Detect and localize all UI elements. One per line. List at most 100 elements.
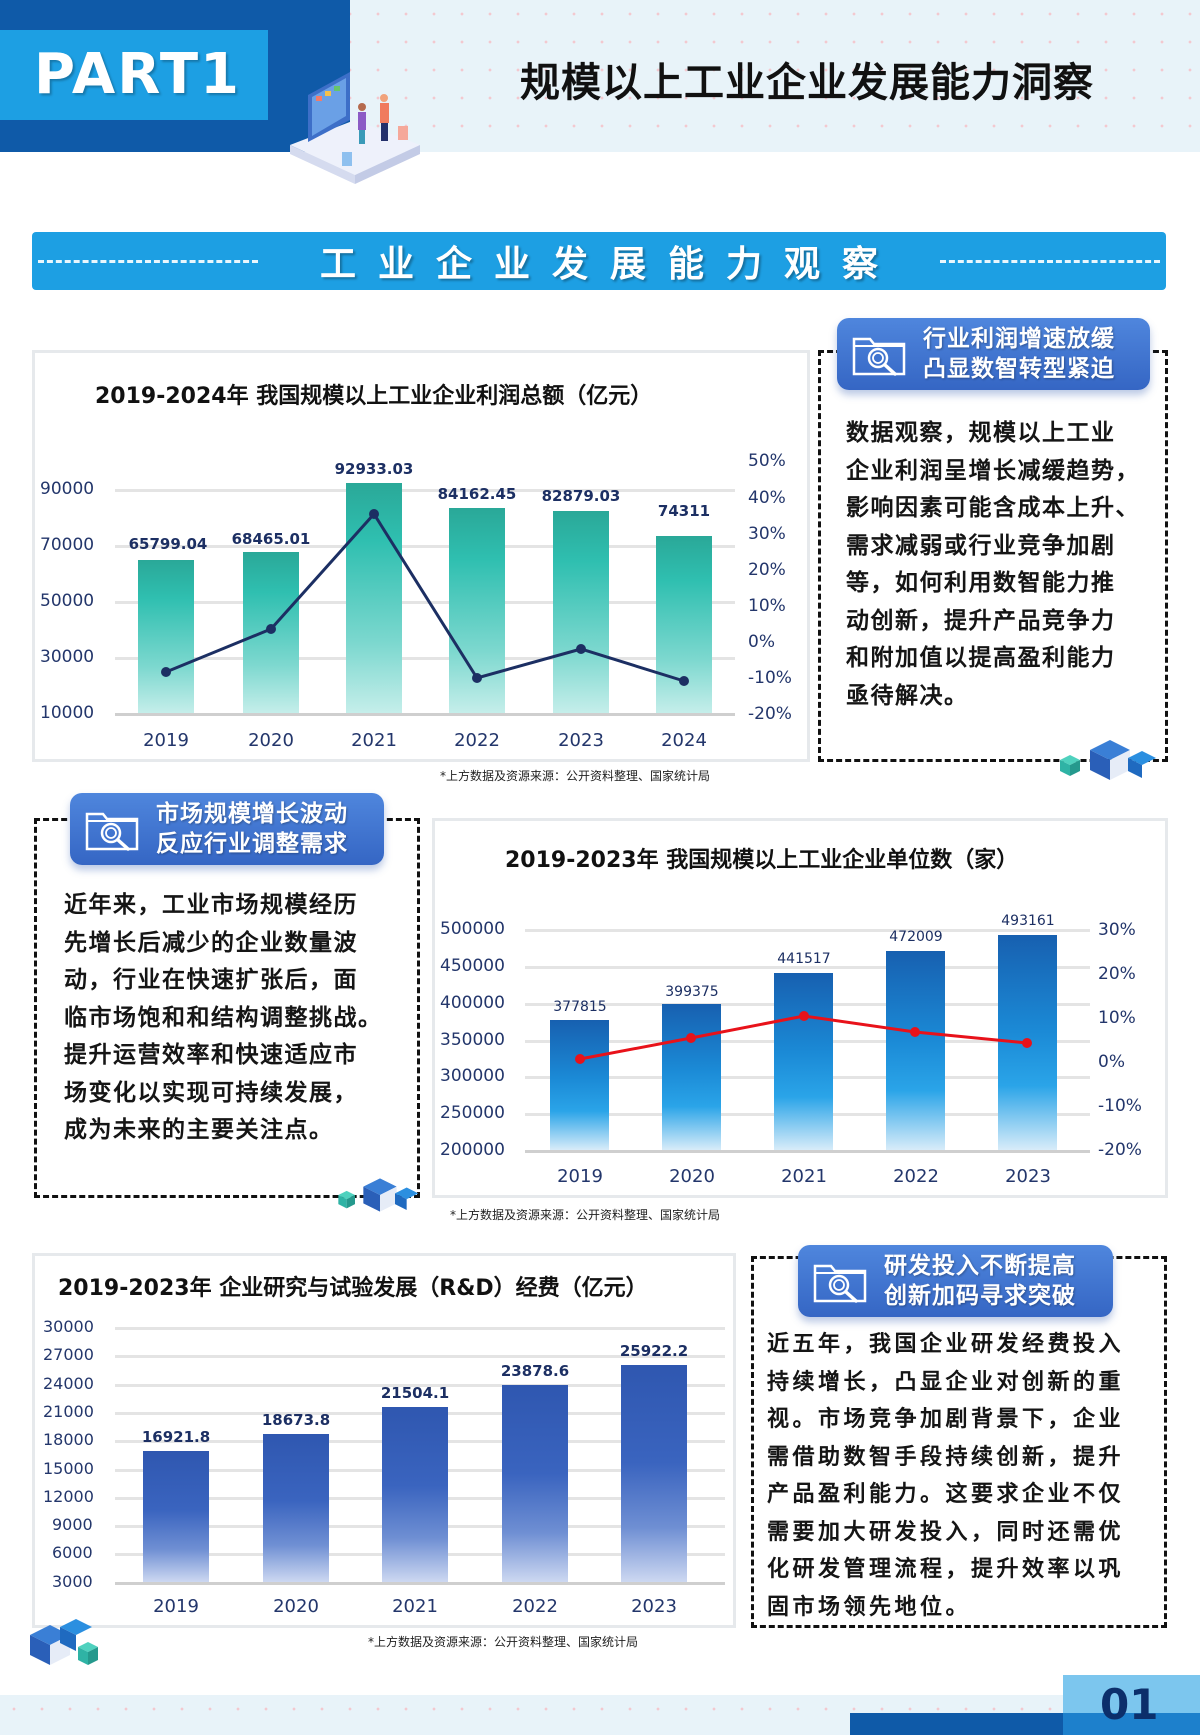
banner-dash-right: [940, 260, 1160, 263]
y2-tick: -10%: [1098, 1096, 1142, 1116]
bar-2020: [263, 1434, 329, 1582]
y-tick: 12000: [43, 1487, 94, 1506]
page-number: 01: [1100, 1680, 1159, 1729]
part-label: PART1: [0, 30, 268, 120]
folder-search-icon: [85, 812, 139, 851]
y2-tick: -20%: [748, 704, 792, 724]
bar-value-2020: 18673.8: [261, 1411, 331, 1429]
y-tick: 300000: [440, 1066, 505, 1086]
source-note: *上方数据及资源来源：公开资料整理、国家统计局: [440, 769, 711, 783]
bar-value-2021: 441517: [777, 951, 831, 967]
y-tick: 50000: [40, 591, 95, 611]
bar-2019: [550, 1020, 609, 1150]
rd-chart-title: 2019-2023年 企业研究与试验发展（R&D）经费（亿元）: [58, 1276, 648, 1301]
bar-2022: [886, 951, 945, 1150]
y-tick: 250000: [440, 1103, 505, 1123]
x-tick: 2019: [143, 730, 189, 751]
y2-tick: 0%: [1098, 1052, 1125, 1072]
gridline: [525, 966, 1090, 969]
y-tick: 90000: [40, 479, 95, 499]
x-tick: 2019: [557, 1166, 603, 1187]
bar-value-2024: 74311: [657, 502, 711, 520]
x-tick: 2021: [781, 1166, 827, 1187]
bar-2021: [346, 483, 402, 713]
units-chart-title: 2019-2023年 我国规模以上工业企业单位数（家）: [505, 848, 1019, 873]
y-tick: 500000: [440, 919, 505, 939]
insight-box-market-title: 市场规模增长波动 反应行业调整需求: [156, 801, 348, 857]
gridline: [115, 489, 735, 492]
insight-box-rd-text: 近五年，我国企业研发经费投入 持续增长，凸显企业对创新的重 视。市场竞争加剧背景…: [767, 1332, 1125, 1620]
y-tick: 10000: [40, 703, 95, 723]
bar-2023: [553, 511, 609, 713]
bar-value-2020: 399375: [665, 984, 719, 1000]
y-tick: 200000: [440, 1140, 505, 1160]
y2-tick: 30%: [1098, 920, 1136, 940]
folder-search-icon: [813, 1264, 867, 1303]
y-tick: 6000: [52, 1543, 93, 1562]
bar-value-2023: 493161: [1001, 913, 1055, 929]
bar-value-2022: 472009: [889, 929, 943, 945]
insight-box-profit-text: 数据观察，规模以上工业 企业利润呈增长减缓趋势， 影响因素可能含成本上升、 需求…: [846, 420, 1140, 709]
bar-2021: [382, 1407, 448, 1582]
insight-box-profit-title: 行业利润增速放缓 凸显数智转型紧迫: [923, 326, 1115, 382]
y-tick: 30000: [40, 647, 95, 667]
y-tick: 21000: [43, 1402, 94, 1421]
bar-value-2022: 23878.6: [500, 1362, 570, 1380]
page-title: 规模以上工业企业发展能力洞察: [520, 60, 1094, 106]
insight-box-rd-title: 研发投入不断提高 创新加码寻求突破: [884, 1253, 1076, 1309]
x-tick: 2020: [669, 1166, 715, 1187]
y2-tick: 40%: [748, 488, 786, 508]
gridline: [115, 657, 735, 660]
x-tick: 2021: [351, 730, 397, 751]
y2-tick: 0%: [748, 632, 775, 652]
bar-2021: [774, 973, 833, 1150]
cubes-decoration-icon: [30, 1619, 98, 1665]
gridline: [525, 1150, 1090, 1153]
y-tick: 15000: [43, 1459, 94, 1478]
bar-2020: [662, 1004, 721, 1150]
y2-tick: -10%: [748, 668, 792, 688]
x-tick: 2019: [153, 1596, 199, 1617]
y2-tick: 20%: [748, 560, 786, 580]
bar-value-2022: 84162.45: [437, 485, 517, 503]
insight-box-market-header: 市场规模增长波动 反应行业调整需求: [70, 793, 384, 865]
y-tick: 350000: [440, 1030, 505, 1050]
y-tick: 3000: [52, 1572, 93, 1591]
gridline: [115, 601, 735, 604]
y-tick: 400000: [440, 993, 505, 1013]
gridline: [115, 1355, 725, 1358]
y2-tick: 30%: [748, 524, 786, 544]
banner-dash-left: [38, 260, 258, 263]
y-tick: 9000: [52, 1515, 93, 1534]
cubes-decoration-icon: [1060, 740, 1156, 780]
bar-value-2021: 92933.03: [334, 460, 414, 478]
y-tick: 18000: [43, 1430, 94, 1449]
x-tick: 2023: [1005, 1166, 1051, 1187]
x-tick: 2020: [273, 1596, 319, 1617]
source-note: *上方数据及资源来源：公开资料整理、国家统计局: [368, 1635, 639, 1649]
gridline: [115, 1384, 725, 1387]
bar-value-2023: 82879.03: [541, 487, 621, 505]
section-title: 工业企业发展能力观察: [319, 244, 900, 285]
y2-tick: -20%: [1098, 1140, 1142, 1160]
y-tick: 70000: [40, 535, 95, 555]
bar-2019: [143, 1451, 209, 1582]
x-tick: 2022: [454, 730, 500, 751]
source-note: *上方数据及资源来源：公开资料整理、国家统计局: [450, 1208, 721, 1222]
gridline: [115, 545, 735, 548]
insight-box-profit-header: 行业利润增速放缓 凸显数智转型紧迫: [837, 318, 1150, 390]
x-tick: 2022: [512, 1596, 558, 1617]
x-tick: 2023: [631, 1596, 677, 1617]
page-number-panel-lower: [1063, 1713, 1200, 1735]
y-tick: 24000: [43, 1374, 94, 1393]
folder-search-icon: [852, 337, 906, 376]
x-tick: 2024: [661, 730, 707, 751]
y-tick: 30000: [43, 1317, 94, 1336]
y2-tick: 20%: [1098, 964, 1136, 984]
gridline: [115, 713, 735, 716]
bar-2022: [502, 1385, 568, 1582]
profit-chart-title: 2019-2024年 我国规模以上工业企业利润总额（亿元）: [95, 384, 653, 409]
x-tick: 2021: [392, 1596, 438, 1617]
bar-2019: [138, 560, 194, 713]
